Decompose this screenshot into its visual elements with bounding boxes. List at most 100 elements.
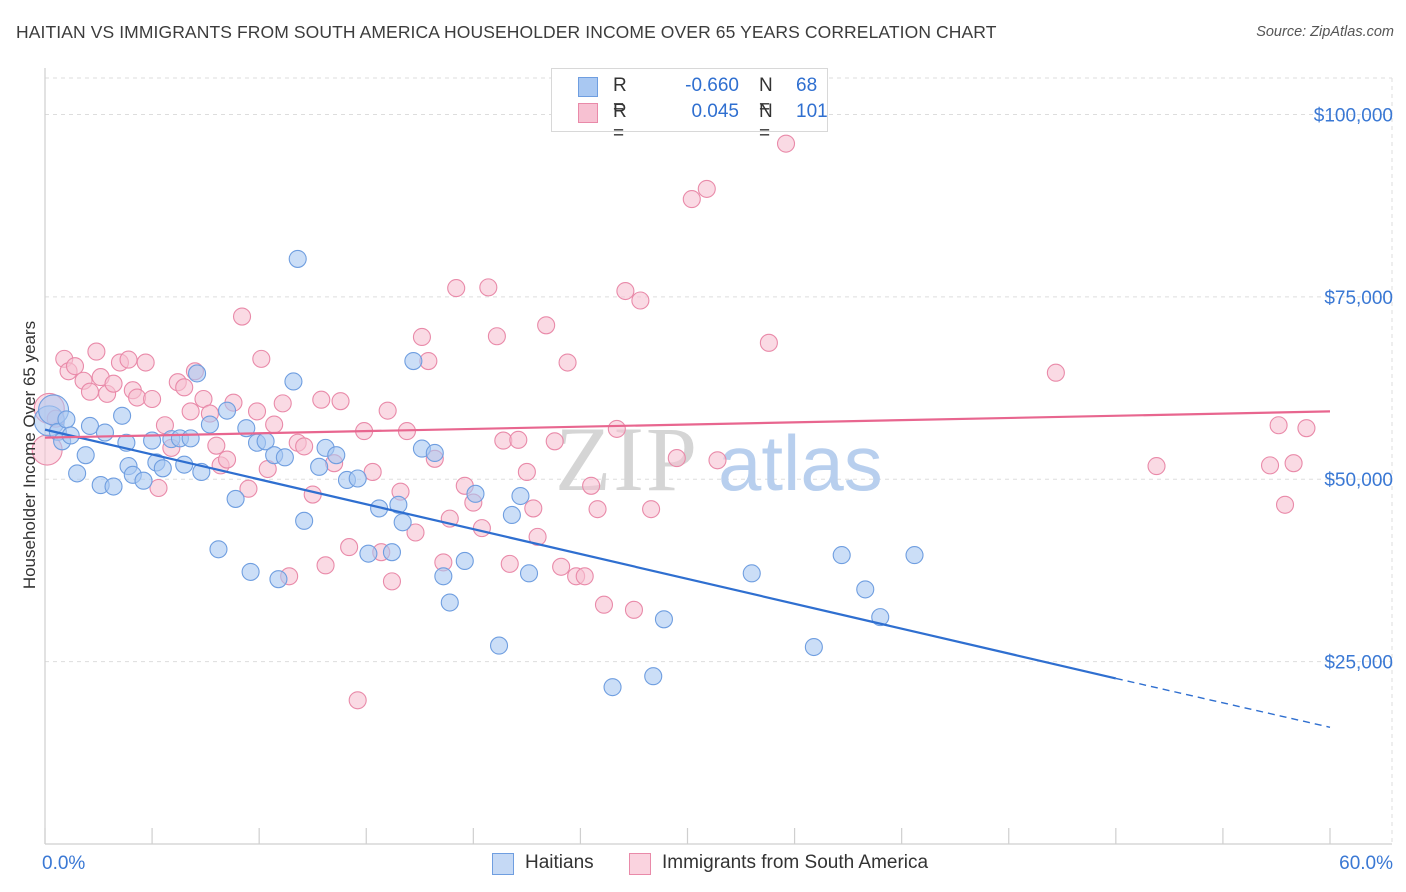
legend-r-value: -0.660 [685, 75, 739, 96]
haitians-point [104, 477, 123, 496]
haitians-point [80, 416, 100, 436]
haitians-point [856, 580, 875, 599]
haitians-point [905, 546, 924, 565]
bottom-legend-swatch-pink [629, 853, 651, 875]
haitians-point [389, 495, 408, 514]
haitians-point [440, 593, 459, 612]
south-america-point [265, 415, 284, 434]
south-america-point [87, 342, 106, 361]
haitians-point [382, 543, 402, 562]
legend-r-label: R = [613, 75, 627, 118]
south-america-point [382, 572, 402, 591]
south-america-point [128, 388, 147, 407]
south-america-point [500, 554, 519, 573]
south-america-point [708, 451, 727, 470]
haitians-point [181, 429, 200, 448]
bottom-legend-label: Haitians [525, 852, 594, 873]
haitians-point [804, 637, 823, 657]
south-america-point [558, 353, 577, 372]
south-america-point [1260, 456, 1280, 475]
x-tick-label: 60.0% [1339, 853, 1393, 874]
south-america-point [552, 557, 571, 576]
haitians-point [284, 372, 303, 391]
legend-n-label: N = [759, 75, 773, 118]
haitians-point [327, 446, 346, 465]
chart-source: Source: ZipAtlas.com [1256, 24, 1394, 40]
south-america-point [642, 500, 661, 519]
south-america-point [340, 538, 359, 557]
south-america-point [447, 279, 466, 298]
south-america-point [136, 353, 155, 372]
haitians-point [209, 540, 228, 559]
south-america-point [181, 402, 200, 421]
x-tick-label: 0.0% [42, 853, 85, 874]
haitians-point [200, 415, 219, 434]
haitians-point [455, 551, 474, 570]
haitians-point [425, 443, 444, 463]
legend-swatch-pink [578, 103, 598, 123]
south-america-trend-line [44, 410, 1331, 439]
south-america-point [65, 357, 85, 376]
haitians-point [269, 570, 288, 589]
legend-swatch-blue [578, 77, 598, 97]
y-tick-label: $100,000 [1314, 105, 1393, 126]
south-america-point [316, 556, 335, 575]
south-america-point [406, 523, 425, 542]
south-america-point [575, 567, 594, 586]
haitians-point [295, 511, 314, 530]
haitians-point [466, 484, 485, 503]
haitians-point [654, 610, 673, 629]
legend: R = -0.660 N = 68 R = 0.045 N = 101 [551, 68, 828, 144]
haitians-point [95, 423, 115, 442]
south-america-point [607, 419, 626, 438]
haitians-point [76, 446, 95, 465]
south-america-point [149, 478, 168, 498]
haitians-point [871, 608, 890, 627]
haitians-point [288, 249, 307, 268]
south-america-point [143, 389, 162, 409]
south-america-point [232, 307, 252, 326]
south-america-point [697, 179, 716, 198]
haitians-point [217, 401, 237, 420]
south-america-point [252, 349, 271, 368]
bottom-legend-swatch-blue [492, 853, 514, 875]
haitians-point [359, 544, 378, 563]
tick-labels: $25,000 $50,000 $75,000 $100,000 0.0% 60.0% [42, 105, 1393, 874]
trend-layer [44, 410, 1331, 728]
south-america-point [378, 401, 397, 420]
haitians-point [434, 567, 453, 586]
south-america-point [1297, 419, 1316, 438]
haitians-point [226, 489, 245, 508]
south-america-point [631, 291, 650, 310]
south-america-point [472, 519, 491, 538]
haitians-point [275, 448, 294, 467]
haitians-point [57, 410, 76, 429]
haitians-trend-line [44, 428, 1117, 680]
y-tick-label: $25,000 [1324, 653, 1393, 674]
south-america-point [776, 134, 796, 153]
south-america-point [582, 476, 601, 495]
south-america-point [412, 327, 431, 347]
haitians-point [644, 667, 663, 686]
south-america-point [207, 436, 226, 455]
chart-title: HAITIAN VS IMMIGRANTS FROM SOUTH AMERICA… [16, 22, 997, 42]
south-america-point [682, 190, 701, 209]
south-america-point [524, 499, 543, 518]
south-america-point [247, 402, 267, 421]
south-america-point [1046, 363, 1065, 382]
y-axis-title: Householder Income Over 65 years [20, 320, 39, 590]
south-america-point [517, 462, 536, 481]
haitians-point [175, 455, 194, 474]
south-america-point [545, 432, 564, 451]
south-america-point [667, 449, 686, 468]
south-america-point [1269, 416, 1288, 435]
watermark-atlas: atlas [718, 419, 883, 507]
south-america-point [1147, 457, 1166, 476]
south-america-point [479, 278, 498, 297]
south-america-point [1275, 495, 1295, 514]
haitians-point [348, 469, 367, 488]
south-america-point [537, 316, 556, 335]
haitians-point [310, 457, 329, 476]
haitians-point [113, 406, 132, 425]
